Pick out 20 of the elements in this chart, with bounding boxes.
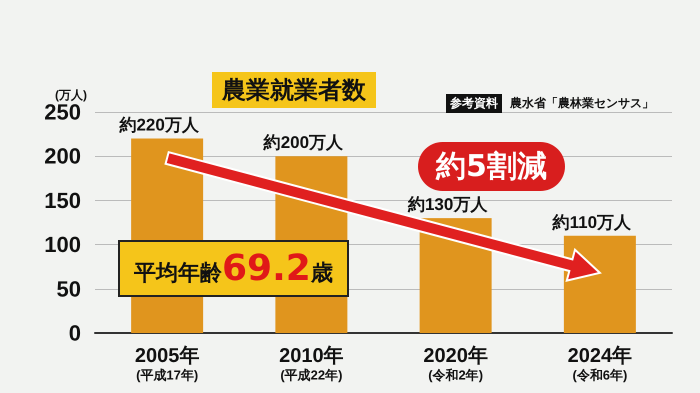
x-tick-label: 2010年 (平成22年): [279, 345, 344, 382]
y-tick-label: 150: [44, 188, 81, 213]
y-tick-label: 0: [68, 320, 81, 346]
data-label: 約130万人: [406, 195, 488, 214]
y-tick-label: 50: [56, 276, 81, 302]
y-tick-label: 200: [44, 144, 81, 169]
text: 農水省「農林業センサス」: [509, 95, 655, 112]
text: 参考資料: [446, 94, 502, 113]
annotation: 平均年齢69.2歳: [118, 240, 349, 297]
x-tick-label: 2024年 (令和6年): [568, 345, 632, 382]
x-tick-label: 2020年 (令和2年): [423, 345, 488, 382]
data-label: 約110万人: [552, 212, 632, 232]
y-tick-label: 100: [44, 232, 81, 258]
y-axis-title: (万人): [55, 88, 87, 102]
chart-title: 農業就業者数: [212, 72, 376, 108]
bar: [564, 236, 636, 333]
data-label: 約200万人: [262, 133, 344, 152]
data-label: 約220万人: [118, 116, 200, 135]
x-tick-label: 2005年 (平成17年): [134, 345, 200, 382]
annotation: 約5割減: [418, 142, 565, 191]
